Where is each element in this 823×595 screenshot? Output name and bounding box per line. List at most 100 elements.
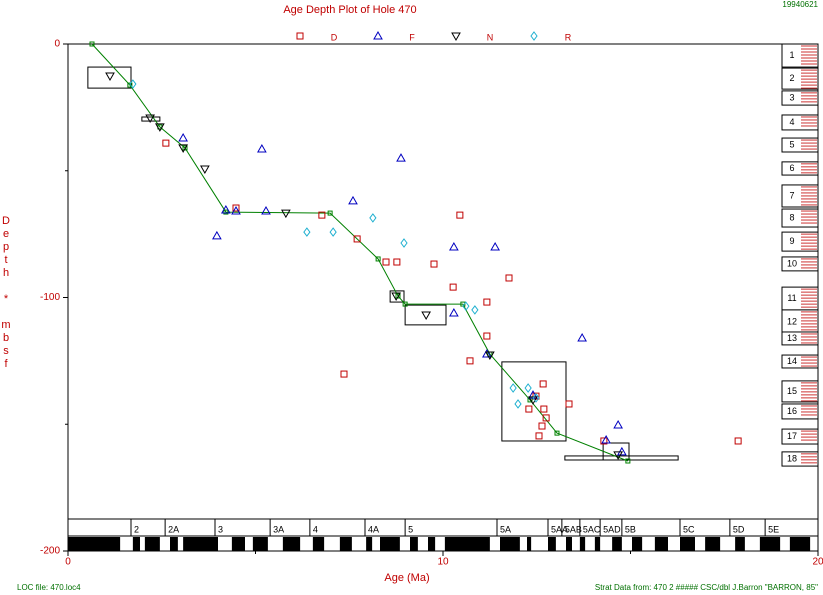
- marker-square: [449, 283, 457, 291]
- loc-point: [89, 41, 95, 47]
- marker-square: [540, 405, 548, 413]
- marker-square: [538, 422, 546, 430]
- marker-triangle-up: [178, 133, 188, 142]
- chron-label: 5D: [733, 524, 745, 534]
- core-box: [781, 208, 819, 228]
- core-label: 6: [789, 163, 794, 173]
- marker-square: [565, 400, 573, 408]
- core-label: 4: [789, 117, 794, 127]
- core-label: 3: [789, 92, 794, 102]
- chron-label: 4A: [368, 524, 379, 534]
- marker-diamond: [530, 31, 538, 41]
- marker-square: [542, 414, 550, 422]
- y-axis-label: Depth * mbsf: [0, 215, 12, 371]
- plot-frame: [67, 43, 819, 552]
- chron-label: 3: [218, 524, 223, 534]
- polarity-normal: [252, 537, 268, 551]
- core-box: [781, 331, 819, 346]
- polarity-normal: [380, 537, 400, 551]
- y-tick-label: -200: [40, 546, 60, 557]
- chron-label: 5: [408, 524, 413, 534]
- marker-square: [162, 139, 170, 147]
- core-box: [781, 231, 819, 252]
- marker-triangle-up: [449, 307, 459, 317]
- loc-point: [375, 256, 381, 262]
- marker-square: [456, 211, 464, 219]
- polarity-normal: [312, 537, 325, 551]
- marker-triangle-up: [617, 446, 627, 456]
- chron-label: 4: [313, 524, 318, 534]
- polarity-normal: [339, 537, 352, 551]
- polarity-normal: [612, 537, 622, 551]
- footer-right: Strat Data from: 470 2 ##### CSC/dbl J.B…: [595, 583, 818, 592]
- loc-point: [182, 145, 188, 151]
- loc-point: [327, 210, 333, 216]
- x-tick-label: 10: [437, 557, 449, 568]
- chron-label: 2A: [168, 524, 179, 534]
- marker-triangle-up: [601, 434, 611, 444]
- core-box: [781, 184, 819, 208]
- core-box: [781, 161, 819, 176]
- marker-square: [734, 437, 742, 445]
- marker-square: [600, 437, 608, 445]
- marker-triangle-down: [155, 123, 165, 132]
- core-label: 18: [787, 453, 797, 463]
- date: 19940621: [782, 0, 818, 9]
- core-label: 13: [787, 333, 797, 343]
- marker-square: [483, 298, 491, 306]
- marker-triangle-down: [281, 209, 291, 219]
- marker-triangle-up: [577, 333, 587, 342]
- marker-diamond: [524, 383, 532, 393]
- marker-diamond: [129, 79, 137, 89]
- polarity-normal: [231, 537, 245, 551]
- chron-label: 5AB: [565, 524, 582, 534]
- marker-triangle-up: [490, 242, 500, 251]
- core-label: 9: [789, 236, 794, 246]
- marker-diamond: [509, 383, 517, 393]
- marker-square: [382, 258, 390, 266]
- marker-triangle-up: [613, 420, 623, 429]
- core-box: [781, 354, 819, 369]
- range-box: [404, 304, 447, 326]
- polarity-normal: [527, 537, 532, 551]
- chron-label: 5E: [768, 524, 779, 534]
- marker-triangle-up: [231, 206, 241, 215]
- marker-triangle-down: [451, 32, 461, 42]
- core-label: 8: [789, 212, 794, 222]
- loc-point: [402, 301, 408, 307]
- polarity-normal: [428, 537, 436, 551]
- loc-point: [223, 209, 229, 215]
- legend-label: N: [487, 32, 494, 42]
- polarity-normal: [444, 537, 490, 551]
- y-tick-label: 0: [54, 39, 60, 50]
- marker-triangle-up: [482, 349, 492, 358]
- polarity-normal: [735, 537, 745, 551]
- marker-diamond: [462, 301, 470, 311]
- marker-triangle-up: [261, 206, 271, 215]
- marker-triangle-down: [178, 144, 188, 153]
- loc-point: [625, 458, 631, 464]
- polarity-normal: [654, 537, 668, 551]
- chron-label: 5AC: [583, 524, 601, 534]
- core-label: 11: [787, 293, 796, 303]
- polarity-normal: [144, 537, 160, 551]
- marker-triangle-down: [105, 72, 115, 81]
- marker-diamond: [303, 227, 311, 237]
- polarity-normal: [680, 537, 695, 551]
- core-label: 14: [787, 356, 797, 366]
- core-box: [781, 67, 819, 90]
- marker-diamond: [400, 238, 408, 248]
- legend-label: F: [409, 32, 415, 42]
- polarity-normal: [132, 537, 140, 551]
- polarity-normal: [705, 537, 721, 551]
- chron-label: 2: [134, 524, 139, 534]
- marker-diamond: [532, 393, 540, 403]
- range-box: [564, 455, 679, 461]
- core-label: 7: [789, 190, 794, 200]
- marker-square: [353, 235, 361, 243]
- polarity-normal: [759, 537, 781, 551]
- marker-triangle-down: [200, 165, 210, 174]
- marker-square: [535, 432, 543, 440]
- core-label: 15: [787, 386, 797, 396]
